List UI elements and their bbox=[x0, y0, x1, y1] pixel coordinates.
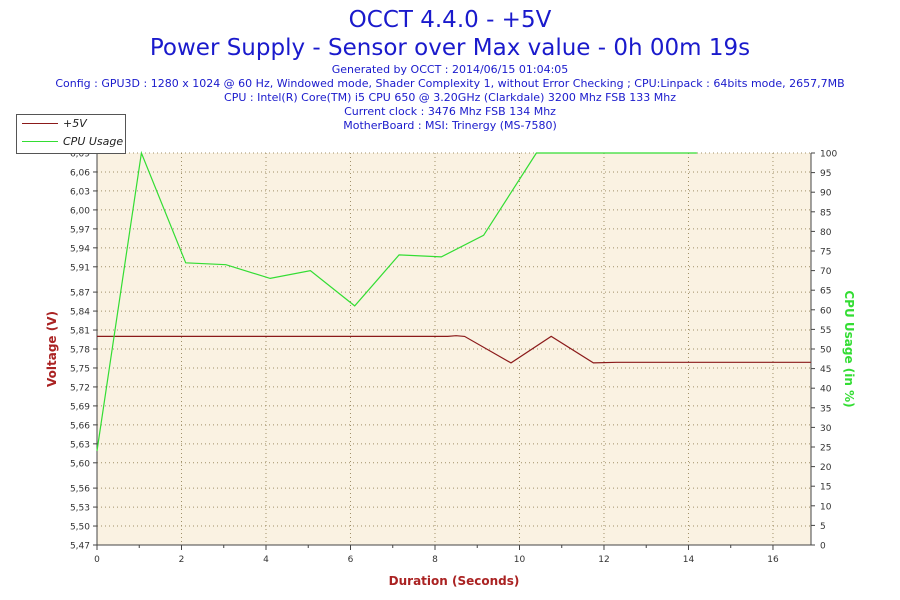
y2-tick-label: 60 bbox=[820, 306, 832, 316]
generated-info: Generated by OCCT : 2014/06/15 01:04:05 bbox=[331, 63, 569, 76]
y2-tick-label: 30 bbox=[820, 424, 832, 434]
legend-item-cpu: CPU Usage bbox=[17, 133, 125, 151]
x-tick-label: 4 bbox=[263, 555, 269, 565]
y-tick-label: 5,75 bbox=[70, 364, 90, 374]
y2-tick-label: 45 bbox=[820, 365, 831, 375]
y2-tick-label: 25 bbox=[820, 444, 831, 454]
y-tick-label: 5,63 bbox=[70, 440, 90, 450]
y-tick-label: 5,87 bbox=[70, 289, 90, 299]
y-tick-label: 5,84 bbox=[70, 308, 90, 318]
y2-tick-label: 85 bbox=[820, 208, 831, 218]
y-tick-label: 5,91 bbox=[70, 263, 90, 273]
clock-info: Current clock : 3476 Mhz FSB 134 Mhz bbox=[344, 105, 556, 118]
y2-tick-label: 0 bbox=[820, 542, 826, 552]
y-tick-label: 5,53 bbox=[70, 504, 90, 514]
y2-tick-label: 40 bbox=[820, 385, 832, 395]
x-tick-label: 14 bbox=[683, 555, 695, 565]
config-info: Config : GPU3D : 1280 x 1024 @ 60 Hz, Wi… bbox=[55, 77, 845, 90]
y-tick-label: 5,66 bbox=[70, 421, 90, 431]
cpu-info: CPU : Intel(R) Core(TM) i5 CPU 650 @ 3.2… bbox=[224, 91, 676, 104]
series-line-voltage bbox=[97, 335, 811, 364]
y-tick-label: 6,09 bbox=[70, 150, 90, 160]
y-tick-label: 5,78 bbox=[70, 346, 90, 356]
chart-legend: +5V CPU Usage bbox=[16, 114, 126, 154]
y2-tick-label: 55 bbox=[820, 326, 831, 336]
y2-tick-label: 100 bbox=[820, 150, 837, 160]
x-tick-label: 10 bbox=[514, 555, 526, 565]
x-tick-label: 16 bbox=[767, 555, 779, 565]
y-tick-label: 5,50 bbox=[70, 523, 90, 533]
y-tick-label: 5,60 bbox=[70, 459, 90, 469]
y-tick-label: 5,97 bbox=[70, 225, 90, 235]
y-tick-label: 5,47 bbox=[70, 542, 90, 552]
x-tick-label: 12 bbox=[598, 555, 609, 565]
y2-tick-label: 95 bbox=[820, 169, 831, 179]
x-tick-label: 8 bbox=[432, 555, 438, 565]
x-tick-label: 2 bbox=[179, 555, 185, 565]
y2-tick-label: 80 bbox=[820, 228, 832, 238]
y2-tick-label: 75 bbox=[820, 248, 831, 258]
y-tick-label: 6,06 bbox=[70, 168, 90, 178]
motherboard-info: MotherBoard : MSI: Trinergy (MS-7580) bbox=[343, 119, 557, 132]
y-tick-label: 5,94 bbox=[70, 244, 90, 254]
y2-tick-label: 5 bbox=[820, 522, 826, 532]
y-tick-label: 5,81 bbox=[70, 327, 90, 337]
y-tick-label: 5,69 bbox=[70, 402, 90, 412]
legend-item-voltage: +5V bbox=[17, 115, 125, 133]
y2-tick-label: 70 bbox=[820, 267, 832, 277]
y2-tick-label: 35 bbox=[820, 404, 831, 414]
y2-tick-label: 90 bbox=[820, 189, 832, 199]
x-axis-title: Duration (Seconds) bbox=[389, 574, 520, 588]
y-tick-label: 5,72 bbox=[70, 383, 90, 393]
y-tick-label: 6,00 bbox=[70, 206, 90, 216]
y2-tick-label: 20 bbox=[820, 463, 832, 473]
legend-swatch-voltage bbox=[22, 123, 58, 124]
legend-label-voltage: +5V bbox=[63, 117, 87, 130]
legend-label-cpu: CPU Usage bbox=[63, 135, 124, 148]
y2-tick-label: 65 bbox=[820, 287, 831, 297]
y2-axis-title: CPU Usage (in %) bbox=[842, 290, 856, 407]
chart-subtitle: Power Supply - Sensor over Max value - 0… bbox=[149, 35, 751, 61]
y-tick-label: 5,56 bbox=[70, 485, 90, 495]
series-line-cpu-usage bbox=[96, 150, 697, 451]
y-axis-title: Voltage (V) bbox=[45, 311, 59, 387]
y2-tick-label: 10 bbox=[820, 502, 832, 512]
y2-tick-label: 15 bbox=[820, 483, 831, 493]
legend-swatch-cpu bbox=[22, 141, 58, 142]
x-tick-label: 0 bbox=[94, 555, 100, 565]
chart-header: OCCT 4.4.0 - +5V Power Supply - Sensor o… bbox=[0, 0, 900, 133]
y2-tick-label: 50 bbox=[820, 346, 832, 356]
x-tick-label: 6 bbox=[348, 555, 354, 565]
y-tick-label: 6,03 bbox=[70, 187, 90, 197]
chart-title: OCCT 4.4.0 - +5V bbox=[348, 7, 552, 33]
